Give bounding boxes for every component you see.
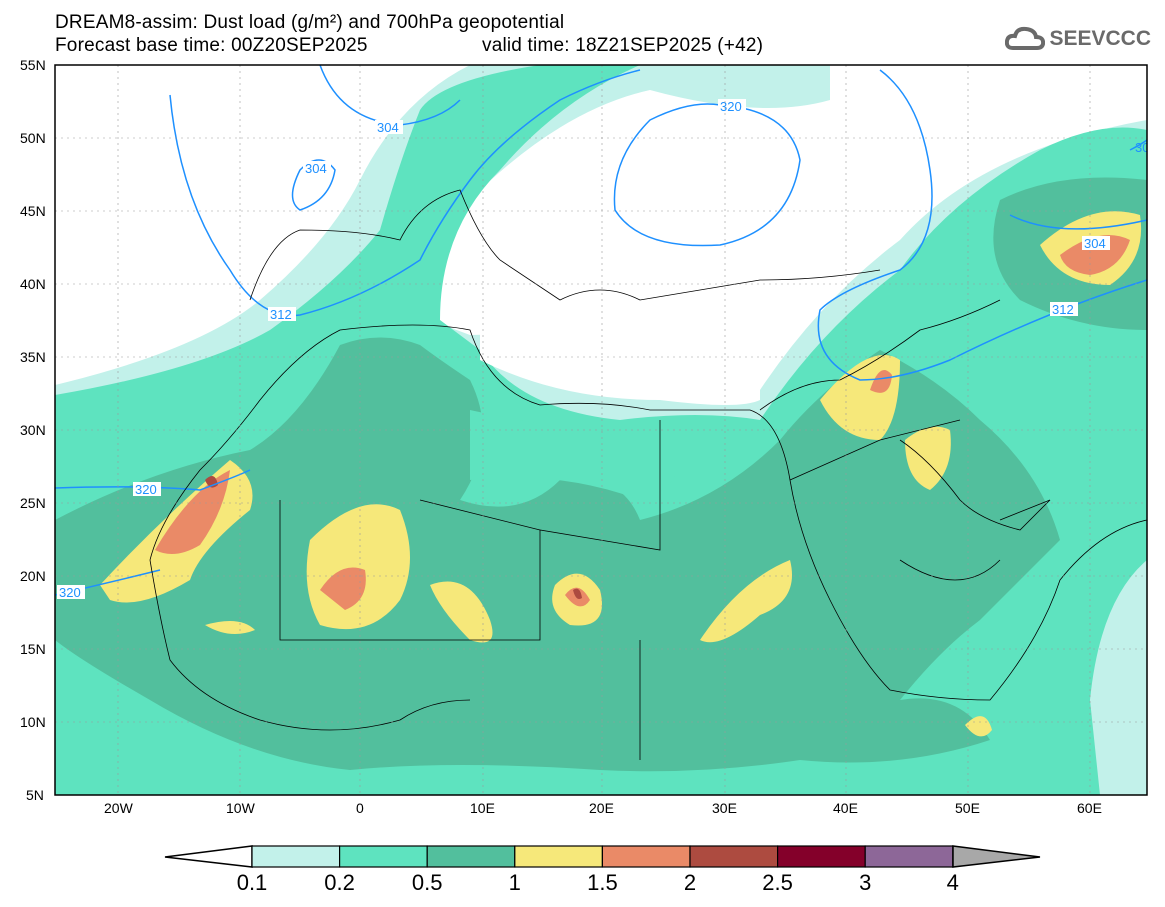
lon-tick: 30E [712,800,737,816]
lat-tick: 5N [26,787,44,803]
svg-text:312: 312 [270,307,292,322]
colorbar-label: 2 [683,870,697,895]
colorbar-swatch [776,845,866,868]
lat-tick: 10N [20,714,46,730]
lat-tick: 30N [20,422,46,438]
colorbar-under-arrow [164,845,253,868]
svg-text:320: 320 [59,585,81,600]
colorbar-label: 4 [946,870,959,895]
lat-tick: 15N [20,641,46,657]
colorbar-label: 1 [508,870,521,895]
dust-field: 304 304 312 320 320 320 304 312 30 [55,65,1149,795]
map-frame [54,64,1148,796]
base-time: Forecast base time: 00Z20SEP2025 [55,35,368,56]
lat-tick: 40N [20,276,46,292]
valid-time: valid time: 18Z21SEP2025 (+42) [482,35,764,56]
lon-tick: 20W [104,800,133,816]
svg-text:304: 304 [1084,236,1106,251]
gridlines [55,65,1147,795]
dust-level-0.5 [55,337,1060,772]
lat-tick: 45N [20,203,46,219]
colorbar-label: 1.5 [587,870,618,895]
colorbar-over-arrow [952,845,1041,868]
svg-text:304: 304 [305,161,327,176]
colorbar [164,845,1041,868]
contour-labels: 304 304 312 320 320 320 304 312 30 [57,99,1149,600]
colorbar-swatch [601,845,691,868]
lon-tick: 20E [589,800,614,816]
lat-tick: 35N [20,349,46,365]
lat-tick: 25N [20,495,46,511]
colorbar-label: 2.5 [762,870,793,895]
colorbar-label: 0.2 [324,870,355,895]
colorbar-swatch [864,845,954,868]
svg-text:320: 320 [720,99,742,114]
colorbar-swatch [251,845,341,868]
svg-text:312: 312 [1052,302,1074,317]
lon-tick: 10W [226,800,255,816]
dust-level-1.5 [155,235,1130,610]
lon-tick: 60E [1077,800,1102,816]
lon-tick: 10E [470,800,495,816]
colorbar-swatch [426,845,516,868]
lon-tick: 40E [833,800,858,816]
lat-tick: 55N [20,57,46,73]
lon-tick: 0 [356,800,364,816]
svg-text:320: 320 [135,482,157,497]
cloud-icon [1005,26,1046,50]
svg-text:304: 304 [377,120,399,135]
logo-text: SEEVCCC [1049,27,1151,50]
colorbar-label: 3 [859,870,872,895]
svg-text:30: 30 [1135,140,1149,155]
figure-title: DREAM8-assim: Dust load (g/m²) and 700hP… [55,12,565,33]
seevccc-logo: SEEVCCC [1005,26,1151,52]
colorbar-swatch [689,845,779,868]
lon-tick: 50E [955,800,980,816]
lat-tick: 50N [20,130,46,146]
colorbar-swatch [339,845,428,868]
lat-tick: 20N [20,568,46,584]
colorbar-label: 0.1 [236,870,268,895]
colorbar-swatch [514,845,603,868]
colorbar-label: 0.5 [411,870,443,895]
